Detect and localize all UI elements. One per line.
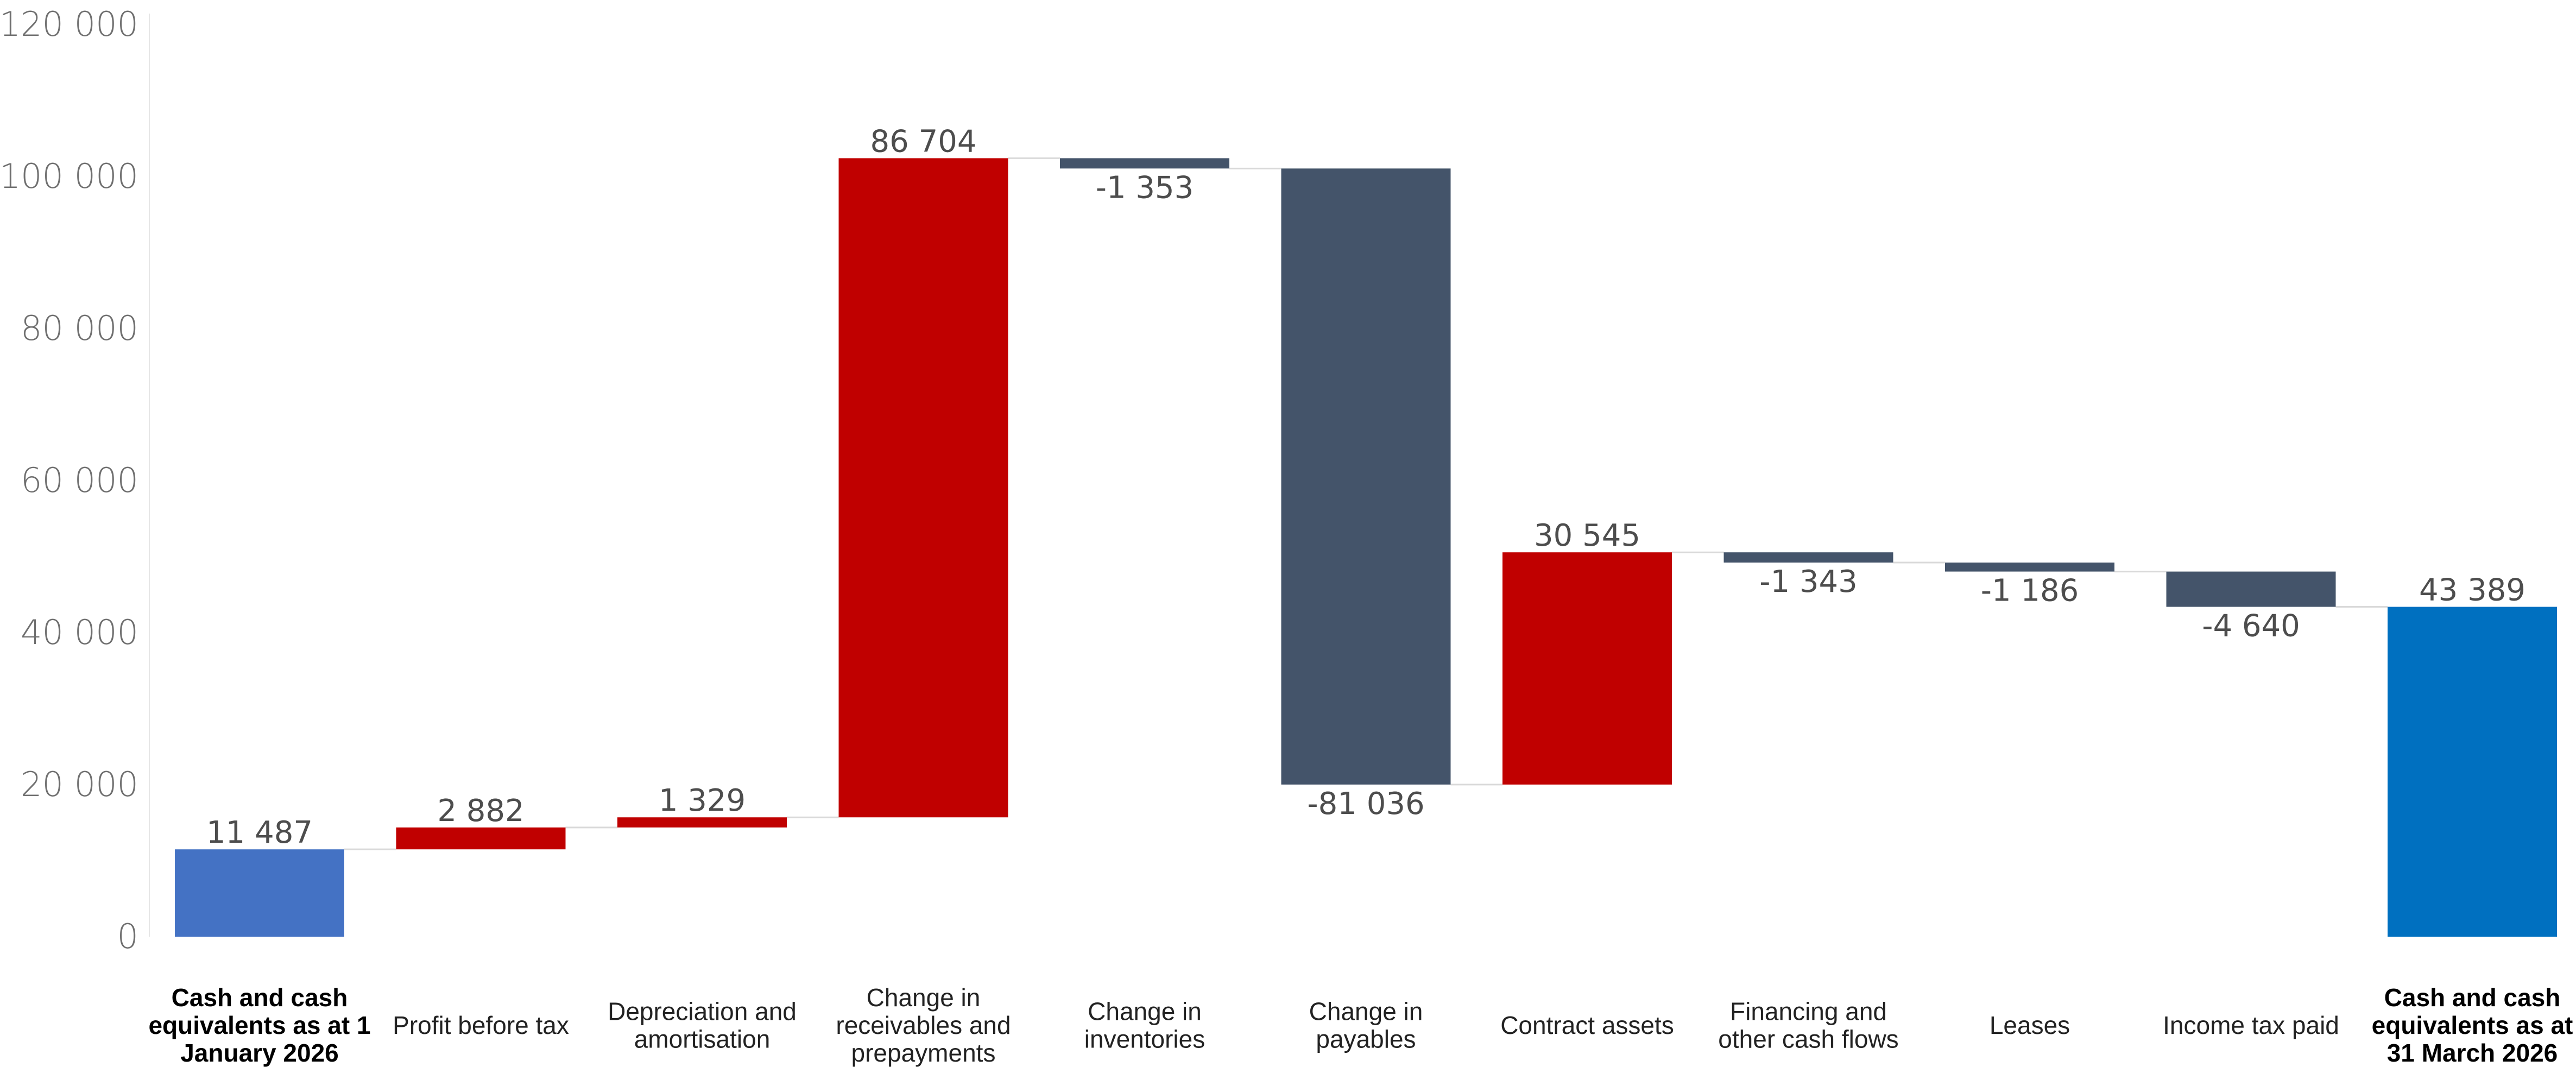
category-label: Profit before tax <box>393 1011 569 1039</box>
category-label-line: Depreciation and <box>608 997 797 1026</box>
y-tick-label: 0 <box>117 917 138 956</box>
bar-decrease <box>1945 562 2114 572</box>
category-label: Cash and cash equivalents as at 31 March 2… <box>2372 983 2573 1067</box>
y-tick-label: 60 000 <box>21 460 138 500</box>
bar-layer <box>175 158 2557 937</box>
data-label: -1 343 <box>1759 564 1858 599</box>
category-label-line: Change in <box>867 983 981 1012</box>
data-label: -81 036 <box>1307 786 1424 822</box>
y-tick-label: 100 000 <box>0 156 138 196</box>
category-label-line: Change in <box>1309 997 1423 1026</box>
category-label-line: 31 March 2026 <box>2387 1039 2558 1067</box>
category-label-line: equivalents as at 1 <box>148 1011 370 1039</box>
category-label: Leases <box>1990 1011 2070 1039</box>
category-label-line: payables <box>1316 1025 1416 1053</box>
data-label: 43 389 <box>2419 573 2526 608</box>
connector-layer <box>344 157 2388 850</box>
category-label-line: January 2026 <box>180 1039 339 1067</box>
category-label-line: Financing and <box>1730 997 1887 1026</box>
category-label-line: receivables and <box>836 1011 1011 1039</box>
data-label: 2 882 <box>437 793 524 829</box>
category-label: Financing and other cash flows <box>1718 997 1898 1053</box>
category-label: Change in receivables and prepayments <box>836 983 1011 1067</box>
data-label: -4 640 <box>2202 609 2300 644</box>
category-label-line: Cash and cash <box>2384 983 2561 1012</box>
data-label: 86 704 <box>870 124 977 159</box>
category-label-line: Leases <box>1990 1011 2070 1039</box>
data-label: 30 545 <box>1534 518 1640 553</box>
bar-decrease <box>2166 571 2336 607</box>
axis-layer: 0 20 000 40 000 60 000 80 000 100 000 120 000 <box>0 4 150 956</box>
category-label-line: other cash flows <box>1718 1025 1898 1053</box>
category-label-line: Change in <box>1088 997 1202 1026</box>
bar-increase <box>1502 552 1672 785</box>
category-label: Contract assets <box>1500 1011 1674 1039</box>
bar-increase <box>396 827 566 850</box>
category-label-line: Income tax paid <box>2163 1011 2339 1039</box>
category-label: Change in payables <box>1309 997 1423 1053</box>
bar-total <box>175 849 344 937</box>
category-label-line: Contract assets <box>1500 1011 1674 1039</box>
category-label-line: amortisation <box>634 1025 771 1053</box>
data-label: 11 487 <box>206 815 313 850</box>
data-label: -1 186 <box>1981 573 2079 609</box>
category-label-line: prepayments <box>851 1039 996 1067</box>
y-tick-label: 20 000 <box>21 765 138 804</box>
category-label-line: equivalents as at <box>2372 1011 2573 1039</box>
bar-increase <box>838 158 1008 818</box>
y-tick-label: 80 000 <box>21 308 138 348</box>
bar-increase <box>617 817 787 828</box>
bar-decrease <box>1281 168 1451 785</box>
category-label-line: inventories <box>1084 1025 1205 1053</box>
category-label: Income tax paid <box>2163 1011 2339 1039</box>
bar-total <box>2388 607 2557 937</box>
y-tick-label: 40 000 <box>21 613 138 652</box>
category-label: Change in inventories <box>1084 997 1205 1053</box>
data-label: 1 329 <box>659 783 746 818</box>
category-label-layer: Cash and cash equivalents as at 1 January … <box>148 983 2573 1067</box>
data-label: -1 353 <box>1096 170 1194 205</box>
category-label-line: Cash and cash <box>172 983 348 1012</box>
bar-decrease <box>1723 552 1893 563</box>
category-label: Depreciation and amortisation <box>608 997 797 1053</box>
category-label-line: Profit before tax <box>393 1011 569 1039</box>
y-tick-label: 120 000 <box>0 4 138 44</box>
bar-decrease <box>1060 158 1229 169</box>
category-label: Cash and cash equivalents as at 1 January … <box>148 983 370 1067</box>
data-label-layer: 11 487 2 882 1 329 86 704 -1 353 -81 036 30 54… <box>206 124 2526 850</box>
